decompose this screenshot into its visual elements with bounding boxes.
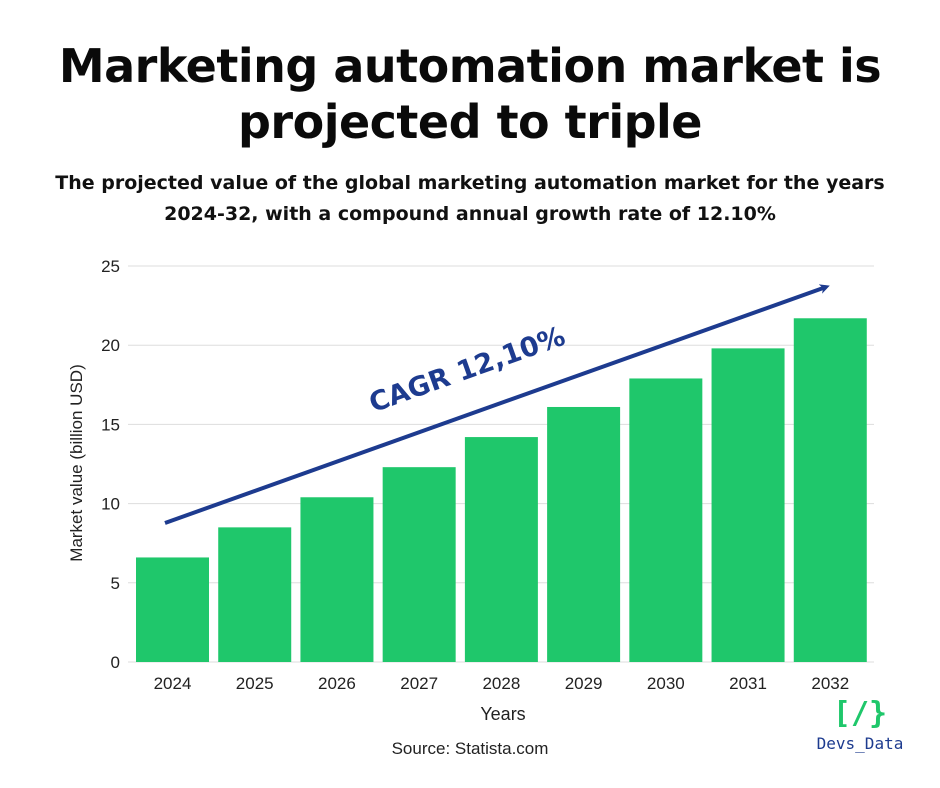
bar-2025 bbox=[218, 527, 292, 662]
page-title: Marketing automation market is projected… bbox=[0, 38, 940, 150]
bar-2027 bbox=[382, 467, 456, 662]
bar-2029 bbox=[547, 406, 621, 662]
subtitle-line-1: The projected value of the global market… bbox=[55, 172, 885, 194]
bar-2031 bbox=[711, 348, 785, 662]
bar-2026 bbox=[300, 497, 374, 662]
y-tick-label: 15 bbox=[101, 415, 120, 434]
x-tick-label: 2032 bbox=[811, 674, 849, 693]
source-note: Source: Statista.com bbox=[391, 739, 549, 758]
code-bracket-icon: [/} bbox=[832, 696, 888, 731]
y-tick-label: 20 bbox=[101, 336, 120, 355]
y-tick-label: 5 bbox=[111, 574, 120, 593]
x-tick-label: 2027 bbox=[400, 674, 438, 693]
x-axis-label: Years bbox=[480, 704, 525, 724]
y-tick-label: 10 bbox=[101, 495, 120, 514]
title-line-1: Marketing automation market is bbox=[58, 39, 882, 93]
bar-2024 bbox=[136, 557, 209, 662]
x-tick-label: 2029 bbox=[565, 674, 603, 693]
x-tick-label: 2030 bbox=[647, 674, 685, 693]
y-axis-label: Market value (billion USD) bbox=[67, 364, 86, 561]
bar-2030 bbox=[629, 378, 703, 662]
bar-2028 bbox=[464, 437, 538, 662]
bar-2032 bbox=[793, 318, 867, 662]
page-subtitle: The projected value of the global market… bbox=[20, 168, 920, 230]
x-tick-label: 2031 bbox=[729, 674, 767, 693]
devs-data-logo: [/} Devs_Data bbox=[800, 696, 920, 753]
subtitle-line-2: 2024-32, with a compound annual growth r… bbox=[164, 203, 776, 225]
y-tick-label: 0 bbox=[111, 653, 120, 672]
x-tick-label: 2028 bbox=[482, 674, 520, 693]
title-line-2: projected to triple bbox=[237, 95, 703, 149]
x-axis-ticks: 2024 2025 2026 2027 2028 2029 2030 2031 2032 bbox=[154, 674, 850, 693]
bars bbox=[136, 318, 867, 662]
x-tick-label: 2024 bbox=[154, 674, 192, 693]
cagr-trend-arrow bbox=[164, 284, 830, 525]
cagr-annotation: CAGR 12,10% bbox=[365, 321, 569, 419]
x-tick-label: 2026 bbox=[318, 674, 356, 693]
logo-text: Devs_Data bbox=[816, 734, 904, 753]
y-tick-label: 25 bbox=[101, 257, 120, 276]
y-axis-ticks: 0 5 10 15 20 25 bbox=[101, 257, 120, 672]
x-tick-label: 2025 bbox=[236, 674, 274, 693]
